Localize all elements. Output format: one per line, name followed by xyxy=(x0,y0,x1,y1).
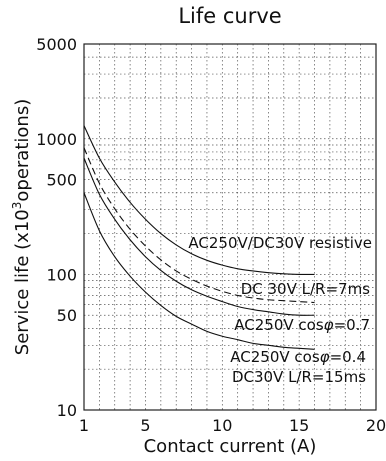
x-tick-label: 5 xyxy=(140,416,150,435)
x-tick-label: 1 xyxy=(79,416,89,435)
y-tick-label: 10 xyxy=(57,401,77,420)
annotation-ac250v-0-4-a: AC250V cos xyxy=(230,348,320,366)
series-lines xyxy=(83,125,315,350)
y-tick-label: 50 xyxy=(57,306,77,325)
y-tick-label: 1000 xyxy=(36,130,77,149)
annotation-ac250v-0-4-phi: φ xyxy=(320,348,330,366)
x-tick-label: 20 xyxy=(366,416,386,435)
annotation-ac250v-0-7-b: =0.7 xyxy=(334,316,370,334)
annotation-ac250v-0-4-b: =0.4 xyxy=(330,348,366,366)
series-line-3 xyxy=(83,157,315,316)
annotation-dc30v-15ms: DC30V L/R=15ms xyxy=(232,368,366,386)
series-line-2 xyxy=(83,147,315,304)
y-axis-label-superscript: 3 xyxy=(10,202,24,210)
y-tick-label: 5000 xyxy=(36,35,77,54)
grid xyxy=(84,44,376,410)
chart-title: Life curve xyxy=(178,4,282,28)
annotation-ac250v-0-7-phi: φ xyxy=(324,316,334,334)
annotation-ac250v-0-4: AC250V cosφ=0.4 xyxy=(230,348,366,366)
annotation-ac250v-0-7-a: AC250V cos xyxy=(234,316,324,334)
x-tick-label: 10 xyxy=(212,416,232,435)
x-axis-label: Contact current (A) xyxy=(144,436,317,457)
annotation-ac250v-0-7: AC250V cosφ=0.7 xyxy=(234,316,370,334)
plot-frame xyxy=(83,43,377,411)
y-axis-label: Service life (x103operations) xyxy=(10,99,33,355)
series-line-1 xyxy=(83,125,315,275)
annotation-resistive: AC250V/DC30V resistive xyxy=(188,234,372,252)
annotation-dc30v-7ms: DC 30V L/R=7ms xyxy=(241,280,370,298)
x-tick-label: 15 xyxy=(289,416,309,435)
y-axis-label-tail: operations) xyxy=(12,99,33,202)
series-annotations: AC250V/DC30V resistive DC 30V L/R=7ms AC… xyxy=(188,234,372,386)
y-tick-label: 100 xyxy=(46,265,77,284)
y-tick-label: 500 xyxy=(46,171,77,190)
series-line-4 xyxy=(83,192,315,350)
y-axis-label-main: Service life (x10 xyxy=(12,209,33,355)
